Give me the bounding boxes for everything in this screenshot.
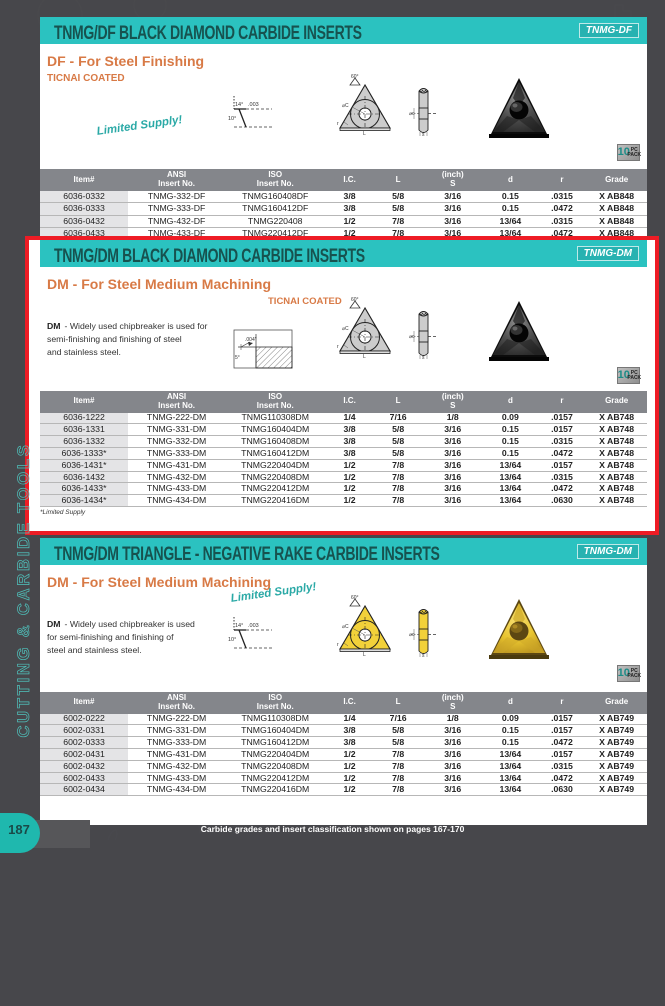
svg-text:r: r bbox=[337, 121, 339, 127]
svg-text:L: L bbox=[363, 131, 366, 137]
svg-text:r: r bbox=[337, 642, 339, 648]
svg-text:⌀C: ⌀C bbox=[342, 103, 349, 109]
svg-text:60°: 60° bbox=[351, 74, 359, 80]
svg-text:.003: .003 bbox=[248, 102, 259, 108]
svg-text:s: s bbox=[422, 132, 425, 138]
svg-text:.004″: .004″ bbox=[245, 337, 257, 343]
svg-text:60°: 60° bbox=[351, 297, 359, 303]
svg-text:s: s bbox=[422, 355, 425, 361]
svg-text:r: r bbox=[337, 344, 339, 350]
svg-text:⌀C: ⌀C bbox=[342, 624, 349, 630]
svg-text:5°: 5° bbox=[235, 355, 240, 361]
svg-text:.003: .003 bbox=[248, 623, 259, 629]
svg-text:L: L bbox=[363, 652, 366, 658]
svg-text:⌀c: ⌀c bbox=[409, 632, 415, 638]
svg-text:L: L bbox=[363, 354, 366, 360]
svg-text:⌀c: ⌀c bbox=[409, 334, 415, 340]
svg-text:⌀C: ⌀C bbox=[342, 326, 349, 332]
svg-text:14°: 14° bbox=[235, 102, 243, 108]
svg-text:60°: 60° bbox=[351, 595, 359, 601]
svg-text:s: s bbox=[422, 653, 425, 659]
svg-text:10°: 10° bbox=[228, 116, 236, 122]
svg-text:14°: 14° bbox=[235, 623, 243, 629]
svg-text:⌀c: ⌀c bbox=[409, 111, 415, 117]
svg-text:10°: 10° bbox=[228, 637, 236, 643]
